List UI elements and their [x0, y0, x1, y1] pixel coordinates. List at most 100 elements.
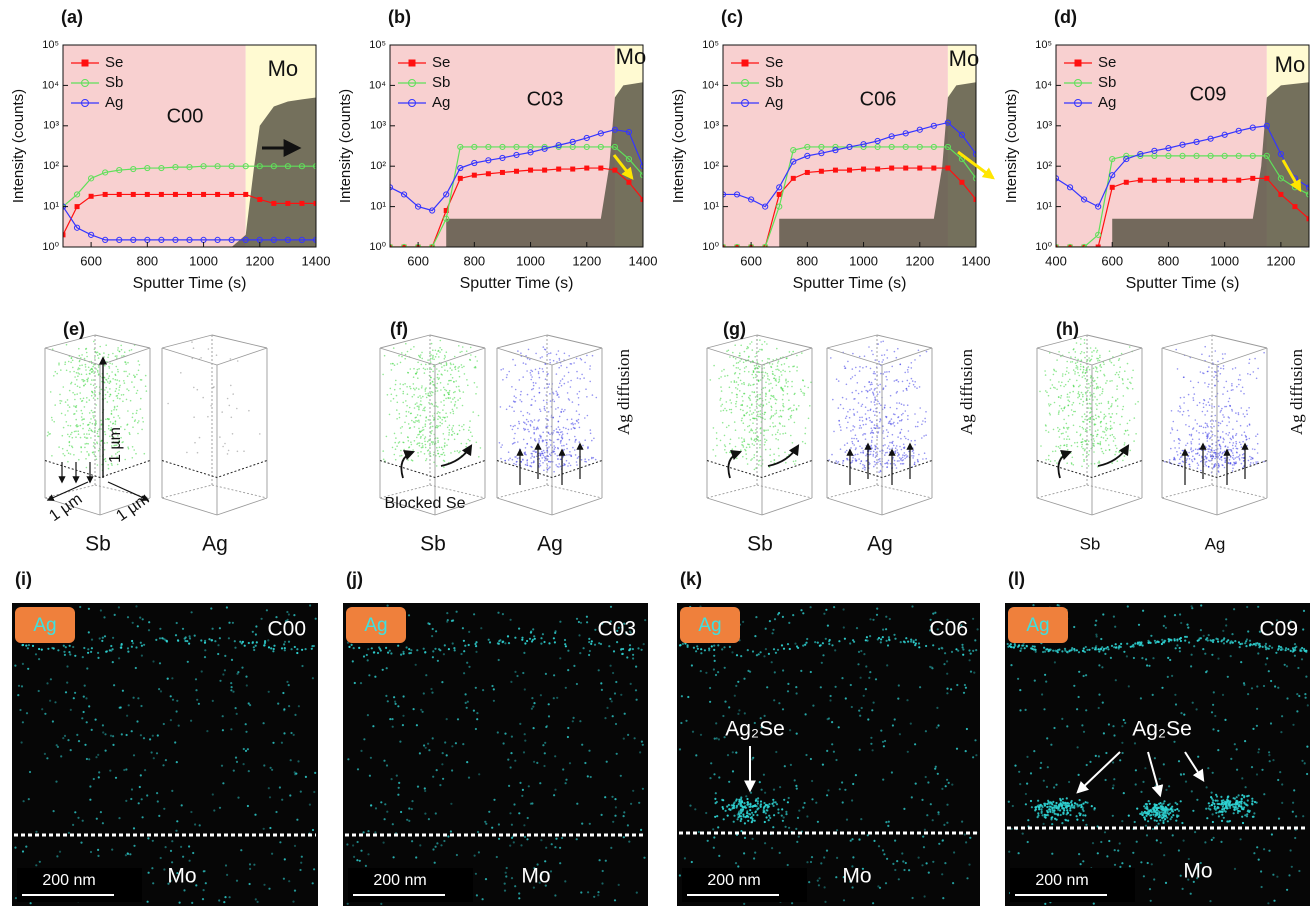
- map-dot: [249, 883, 251, 885]
- atom-dot: [1170, 432, 1172, 434]
- atom-dot: [865, 460, 867, 462]
- atom-dot: [570, 455, 572, 457]
- map-dot: [455, 742, 457, 744]
- atom-dot: [424, 438, 426, 440]
- atom-dot: [570, 386, 572, 388]
- atom-dot: [888, 422, 890, 424]
- atom-dot: [446, 362, 448, 364]
- atom-dot: [1172, 429, 1174, 431]
- atom-dot: [1202, 433, 1204, 435]
- map-dot: [83, 647, 85, 649]
- atom-dot: [1222, 353, 1224, 355]
- atom-dot: [413, 368, 415, 370]
- y-tick-label: 10¹: [370, 201, 386, 213]
- atom-dot: [898, 381, 900, 383]
- atom-dot: [424, 441, 426, 443]
- atom-dot: [1066, 423, 1068, 425]
- atom-dot: [453, 364, 455, 366]
- atom-dot: [1263, 352, 1265, 354]
- map-dot: [475, 651, 477, 653]
- map-dot: [102, 822, 104, 824]
- atom-dot: [448, 393, 450, 395]
- map-dot: [446, 718, 448, 720]
- atom-dot: [870, 451, 872, 453]
- atom-dot: [741, 396, 743, 398]
- atom-dot: [852, 425, 854, 427]
- atom-dot: [469, 427, 471, 429]
- atom-dot: [886, 452, 888, 454]
- atom-dot: [458, 386, 460, 388]
- atom-dot: [414, 389, 416, 391]
- atom-dot: [105, 387, 107, 389]
- atom-dot: [770, 383, 772, 385]
- map-dot: [160, 857, 162, 859]
- atom-dot: [213, 386, 215, 388]
- atom-dot: [758, 416, 760, 418]
- atom-dot: [760, 428, 762, 430]
- atom-dot: [474, 382, 476, 384]
- atom-dot: [1119, 371, 1121, 373]
- map-dot: [497, 612, 499, 614]
- atom-dot: [750, 419, 752, 421]
- atom-dot: [117, 395, 119, 397]
- atom-dot: [499, 442, 501, 444]
- atom-dot: [1230, 449, 1232, 451]
- atom-dot: [452, 411, 454, 413]
- map-dot: [46, 682, 48, 684]
- map-dot: [56, 855, 58, 857]
- atom-dot: [842, 397, 844, 399]
- atom-dot: [470, 432, 472, 434]
- atom-dot: [1238, 412, 1240, 414]
- atom-dot: [867, 390, 869, 392]
- map-dot: [97, 849, 99, 851]
- map-dot: [598, 669, 600, 671]
- atom-dot: [475, 356, 477, 358]
- atom-dot: [1100, 426, 1102, 428]
- map-dot: [443, 653, 445, 655]
- map-dot: [294, 773, 296, 775]
- map-dot: [87, 652, 89, 654]
- atom-dot: [221, 411, 223, 413]
- atom-dot: [558, 439, 560, 441]
- atom-dot: [1124, 370, 1126, 372]
- atom-dot: [1083, 352, 1085, 354]
- atom-dot: [122, 401, 124, 403]
- atom-dot: [458, 425, 460, 427]
- atom-dot: [1112, 413, 1114, 415]
- atom-dot: [740, 449, 742, 451]
- atom-dot: [107, 357, 109, 359]
- atom-dot: [924, 452, 926, 454]
- atom-dot: [1080, 442, 1082, 444]
- atom-dot: [1201, 446, 1203, 448]
- atom-dot: [84, 443, 86, 445]
- atom-dot: [537, 428, 539, 430]
- atom-dot: [56, 373, 58, 375]
- atom-dot: [853, 444, 855, 446]
- panel-label: (a): [61, 7, 83, 27]
- marker: [903, 166, 908, 171]
- atom-dot: [791, 386, 793, 388]
- atom-dot: [891, 418, 893, 420]
- map-dot: [294, 714, 296, 716]
- atom-dot: [1070, 356, 1072, 358]
- atom-dot: [407, 393, 409, 395]
- map-dot: [218, 899, 220, 901]
- atom-dot: [584, 439, 586, 441]
- map-dot: [513, 803, 515, 805]
- atom-dot: [578, 456, 580, 458]
- atom-dot: [125, 363, 127, 365]
- atom-dot: [1240, 444, 1242, 446]
- x-tick-label: 400: [1045, 253, 1067, 268]
- atom-dot: [1071, 445, 1073, 447]
- atom-dot: [853, 455, 855, 457]
- atom-dot: [730, 439, 732, 441]
- atom-dot: [899, 402, 901, 404]
- atom-dot: [719, 399, 721, 401]
- atom-dot: [1188, 452, 1190, 454]
- atom-dot: [107, 464, 109, 466]
- atom-dot: [1127, 430, 1129, 432]
- atom-dot: [86, 443, 88, 445]
- atom-dot: [874, 396, 876, 398]
- map-dot: [27, 668, 29, 670]
- atom-dot: [586, 355, 588, 357]
